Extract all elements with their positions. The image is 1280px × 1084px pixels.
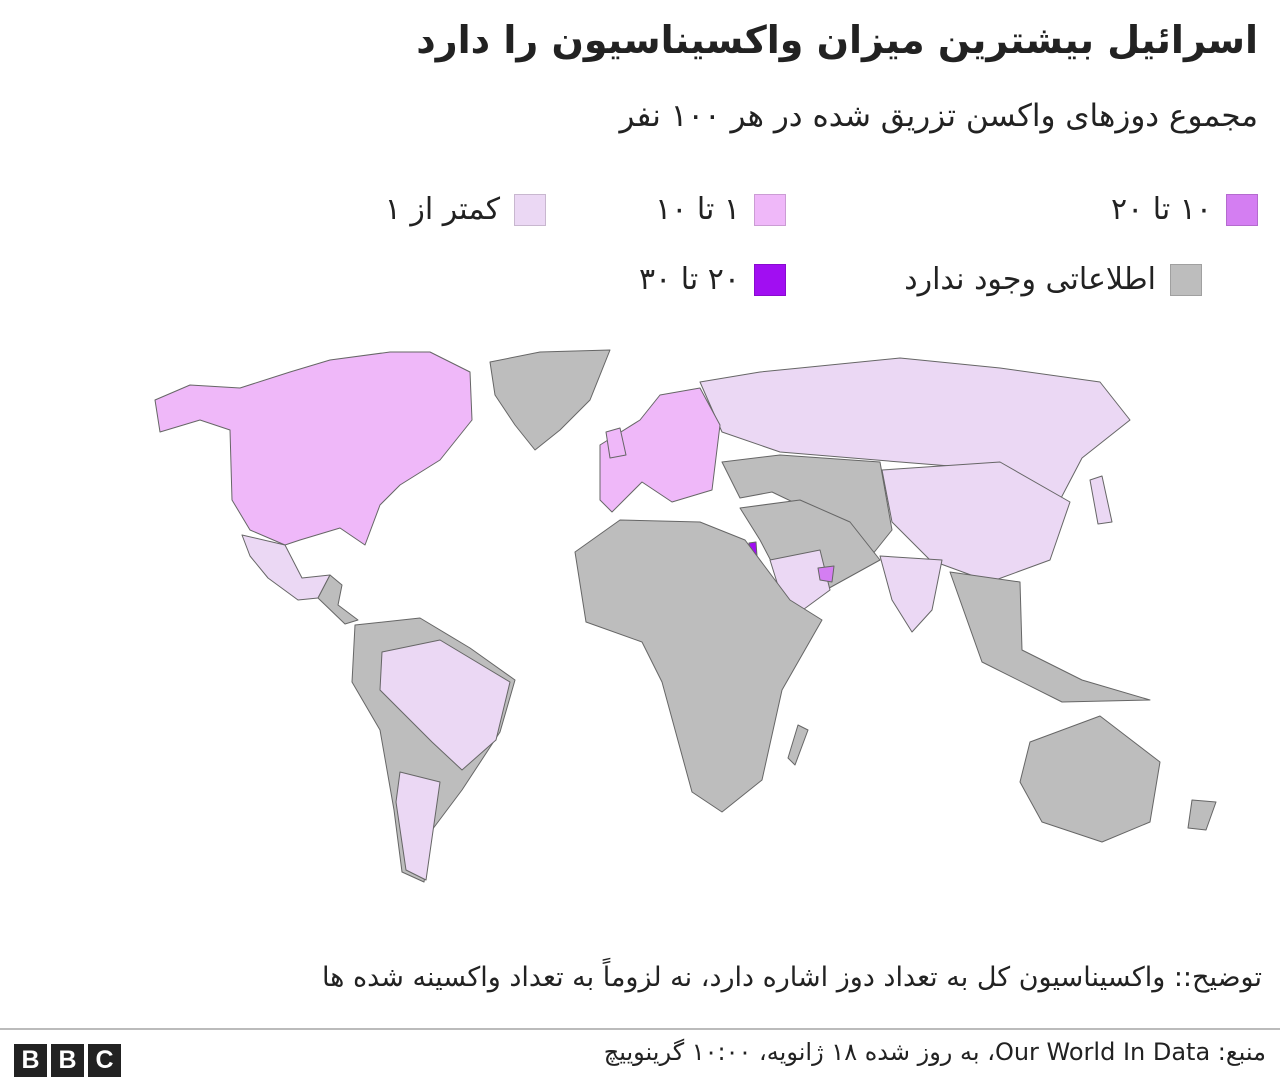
bbc-logo: B B C [14,1044,121,1077]
logo-letter: B [14,1044,47,1077]
region-africa [574,519,823,813]
region-greenland [489,349,611,451]
legend-label: ۱۰ تا ۲۰ [1110,192,1212,227]
source: منبع: Our World In Data، به روز شده ۱۸ ژ… [603,1038,1266,1066]
legend-item: ۱۰ تا ۲۰ [1111,192,1258,227]
legend-item: کمتر از ۱ [385,192,546,227]
region-china [881,461,1071,583]
legend-swatch [754,193,786,226]
legend-swatch [754,263,786,296]
legend-item: اطلاعاتی وجود ندارد [904,262,1202,297]
region-north-america [154,351,473,546]
logo-letter: B [51,1044,84,1077]
legend-swatch [514,193,546,226]
legend-swatch [1170,263,1202,296]
region-europe [599,387,721,513]
region-madagascar [787,724,809,766]
title: اسرائیل بیشترین میزان واکسیناسیون را دار… [416,18,1258,62]
region-india [879,555,943,633]
legend-label: کمتر از ۱ [384,192,500,227]
region-uk [605,427,627,459]
region-russia [699,357,1131,501]
note: توضیح:: واکسیناسیون کل به تعداد دوز اشار… [321,962,1262,993]
legend-swatch [1226,193,1258,226]
legend-item: ۱ تا ۱۰ [655,192,786,227]
region-uae [817,565,835,583]
legend-label: اطلاعاتی وجود ندارد [904,262,1156,297]
divider [0,1028,1280,1030]
legend-item: ۲۰ تا ۳۰ [639,262,786,297]
region-middle-east [739,499,881,593]
world-map [154,349,1217,883]
region-argentina [395,771,441,881]
region-brazil [379,639,511,771]
legend-label: ۲۰ تا ۳۰ [638,262,740,297]
subtitle: مجموع دوزهای واکسن تزریق شده در هر ۱۰۰ ن… [619,98,1258,134]
logo-letter: C [88,1044,121,1077]
region-central-america [317,574,359,625]
region-new-zealand [1187,799,1217,831]
region-australia [1019,715,1161,843]
region-japan [1089,475,1113,525]
legend-label: ۱ تا ۱۰ [655,192,740,227]
region-southeast-asia [949,571,1151,703]
